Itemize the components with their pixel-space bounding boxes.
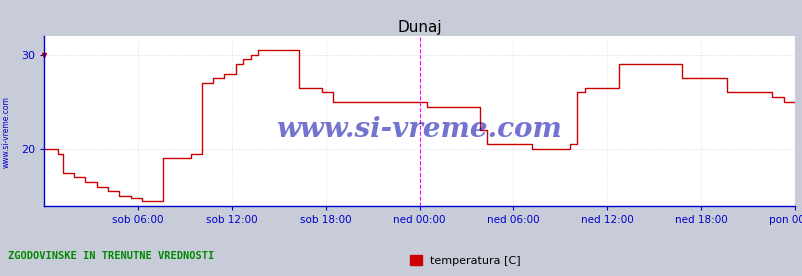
Text: ZGODOVINSKE IN TRENUTNE VREDNOSTI: ZGODOVINSKE IN TRENUTNE VREDNOSTI <box>8 251 214 261</box>
Text: www.si-vreme.com: www.si-vreme.com <box>276 116 562 143</box>
Title: Dunaj: Dunaj <box>397 20 441 35</box>
Legend: temperatura [C]: temperatura [C] <box>406 251 525 270</box>
Text: www.si-vreme.com: www.si-vreme.com <box>2 97 11 168</box>
